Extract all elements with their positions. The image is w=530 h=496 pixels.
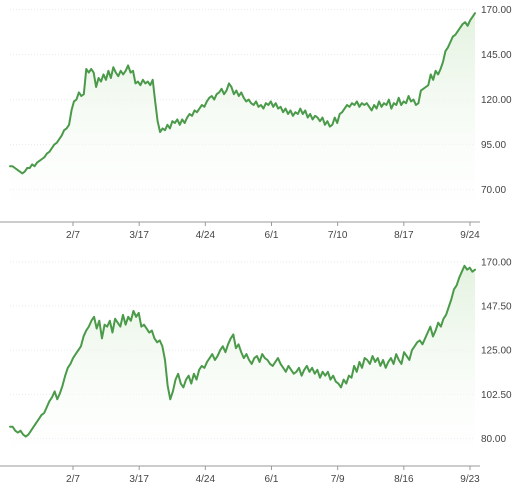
y-tick-label: 70.00 bbox=[481, 185, 506, 196]
x-tick-label: 9/23 bbox=[460, 474, 480, 485]
x-tick-label: 7/10 bbox=[328, 230, 348, 241]
y-tick-label: 170.00 bbox=[481, 5, 512, 16]
x-tick-label: 2/7 bbox=[66, 230, 80, 241]
x-tick-label: 8/17 bbox=[394, 230, 414, 241]
y-tick-label: 120.00 bbox=[481, 95, 512, 106]
x-tick-label: 6/1 bbox=[265, 230, 279, 241]
x-tick-label: 7/9 bbox=[331, 474, 345, 485]
price-chart-top: 170.00 145.00 120.00 95.00 70.00 2/7 3/17 4/24 6… bbox=[0, 5, 512, 241]
price-chart-bottom: 170.00 147.50 125.00 102.50 80.00 2/7 3/17 4/24… bbox=[0, 257, 512, 485]
x-tick-label: 2/7 bbox=[66, 474, 80, 485]
y-tick-label: 147.50 bbox=[481, 302, 512, 313]
y-tick-label: 145.00 bbox=[481, 50, 512, 61]
x-tick-label: 4/24 bbox=[196, 474, 216, 485]
y-tick-label: 95.00 bbox=[481, 140, 506, 151]
series-area bbox=[10, 265, 475, 466]
series-line bbox=[9, 12, 476, 175]
x-tick-label: 6/1 bbox=[265, 474, 279, 485]
x-tick-label: 4/24 bbox=[196, 230, 216, 241]
x-tick-label: 8/16 bbox=[394, 474, 414, 485]
series-area bbox=[10, 13, 475, 223]
y-tick-label: 102.50 bbox=[481, 390, 512, 401]
series-line bbox=[9, 264, 476, 438]
y-tick-label: 80.00 bbox=[481, 434, 506, 445]
x-tick-label: 3/17 bbox=[129, 230, 149, 241]
y-tick-label: 125.00 bbox=[481, 346, 512, 357]
x-tick-label: 3/17 bbox=[129, 474, 149, 485]
x-tick-label: 9/24 bbox=[460, 230, 480, 241]
y-tick-label: 170.00 bbox=[481, 257, 512, 268]
